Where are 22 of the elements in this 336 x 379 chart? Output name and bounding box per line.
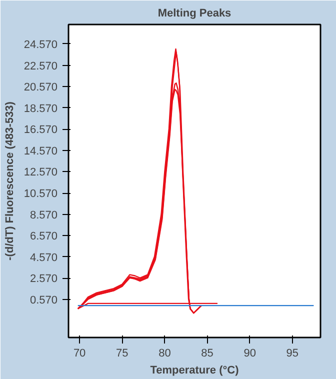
x-tick-label: 95 xyxy=(286,348,299,360)
y-tick-label: 2.570 xyxy=(30,273,58,286)
chart-title: Melting Peaks xyxy=(158,8,232,20)
y-tick-label: 16.570 xyxy=(24,124,58,136)
y-tick-label: 14.570 xyxy=(24,145,58,158)
y-axis-title: -(d/dT) Fluorescence (483-533) xyxy=(4,101,16,260)
x-tick-label: 70 xyxy=(73,348,86,360)
x-axis-title: Temperature (°C) xyxy=(150,364,240,376)
x-tick-label: 80 xyxy=(158,348,171,360)
y-tick-label: 0.570 xyxy=(30,294,58,306)
y-tick-label: 10.570 xyxy=(24,188,58,200)
y-tick-label: 8.570 xyxy=(30,209,58,222)
y-tick-label: 22.570 xyxy=(24,60,58,72)
x-tick-label: 85 xyxy=(201,348,214,360)
y-tick-label: 24.570 xyxy=(24,38,58,51)
x-tick-label: 90 xyxy=(244,348,256,360)
y-tick-label: 18.570 xyxy=(24,102,58,115)
x-tick-label: 75 xyxy=(116,348,128,360)
y-tick-label: 4.570 xyxy=(30,252,58,264)
y-tick-label: 20.570 xyxy=(24,82,58,94)
y-tick-label: 6.570 xyxy=(30,230,58,243)
y-tick-label: 12.570 xyxy=(24,166,58,179)
